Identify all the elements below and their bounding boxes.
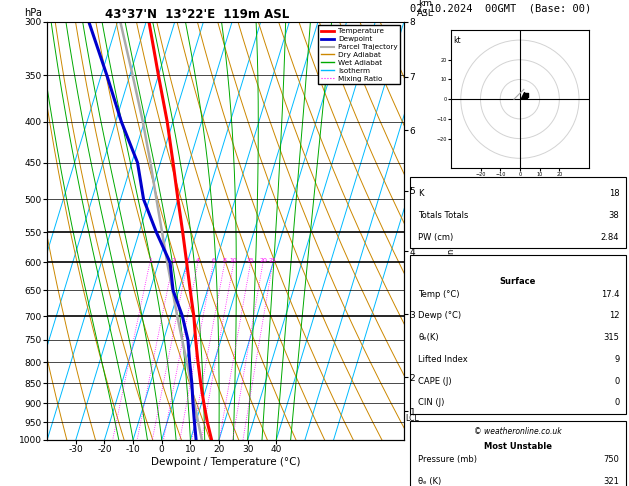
- Text: PW (cm): PW (cm): [418, 233, 454, 242]
- Text: LCL: LCL: [405, 414, 418, 423]
- Text: 0: 0: [614, 377, 620, 385]
- Legend: Temperature, Dewpoint, Parcel Trajectory, Dry Adiabat, Wet Adiabat, Isotherm, Mi: Temperature, Dewpoint, Parcel Trajectory…: [318, 25, 400, 85]
- Text: Mixing Ratio (g/kg): Mixing Ratio (g/kg): [447, 191, 456, 271]
- Text: 12: 12: [609, 312, 620, 320]
- Text: 17.4: 17.4: [601, 290, 620, 298]
- Text: θₑ(K): θₑ(K): [418, 333, 439, 342]
- Text: K: K: [418, 190, 424, 198]
- Text: 1: 1: [148, 258, 152, 263]
- Text: 02.10.2024  00GMT  (Base: 00): 02.10.2024 00GMT (Base: 00): [409, 3, 591, 14]
- FancyBboxPatch shape: [409, 420, 626, 486]
- Text: 6: 6: [211, 258, 215, 263]
- Text: 38: 38: [609, 211, 620, 220]
- Text: Temp (°C): Temp (°C): [418, 290, 460, 298]
- FancyBboxPatch shape: [409, 176, 626, 248]
- Title: 43°37'N  13°22'E  119m ASL: 43°37'N 13°22'E 119m ASL: [105, 8, 289, 21]
- Text: 10: 10: [230, 258, 238, 263]
- Text: 315: 315: [603, 333, 620, 342]
- Text: Pressure (mb): Pressure (mb): [418, 455, 477, 464]
- Text: 8: 8: [223, 258, 226, 263]
- Text: 4: 4: [196, 258, 200, 263]
- Text: 2.84: 2.84: [601, 233, 620, 242]
- X-axis label: Dewpoint / Temperature (°C): Dewpoint / Temperature (°C): [151, 457, 300, 467]
- Text: 25: 25: [269, 258, 277, 263]
- Text: 2: 2: [171, 258, 175, 263]
- Text: Lifted Index: Lifted Index: [418, 355, 468, 364]
- Text: 9: 9: [614, 355, 620, 364]
- Text: 3: 3: [186, 258, 189, 263]
- Text: Most Unstable: Most Unstable: [484, 442, 552, 451]
- Text: 18: 18: [609, 190, 620, 198]
- Text: CIN (J): CIN (J): [418, 399, 445, 407]
- Text: Surface: Surface: [499, 277, 536, 286]
- Text: CAPE (J): CAPE (J): [418, 377, 452, 385]
- Text: θₑ (K): θₑ (K): [418, 477, 442, 486]
- Text: hPa: hPa: [24, 8, 42, 17]
- Text: © weatheronline.co.uk: © weatheronline.co.uk: [474, 427, 562, 435]
- Text: 20: 20: [259, 258, 267, 263]
- Text: 0: 0: [614, 399, 620, 407]
- Text: 321: 321: [603, 477, 620, 486]
- Text: 15: 15: [247, 258, 255, 263]
- Text: 750: 750: [603, 455, 620, 464]
- Text: Dewp (°C): Dewp (°C): [418, 312, 462, 320]
- Text: Totals Totals: Totals Totals: [418, 211, 469, 220]
- FancyBboxPatch shape: [409, 255, 626, 414]
- Text: km
ASL: km ASL: [417, 0, 434, 17]
